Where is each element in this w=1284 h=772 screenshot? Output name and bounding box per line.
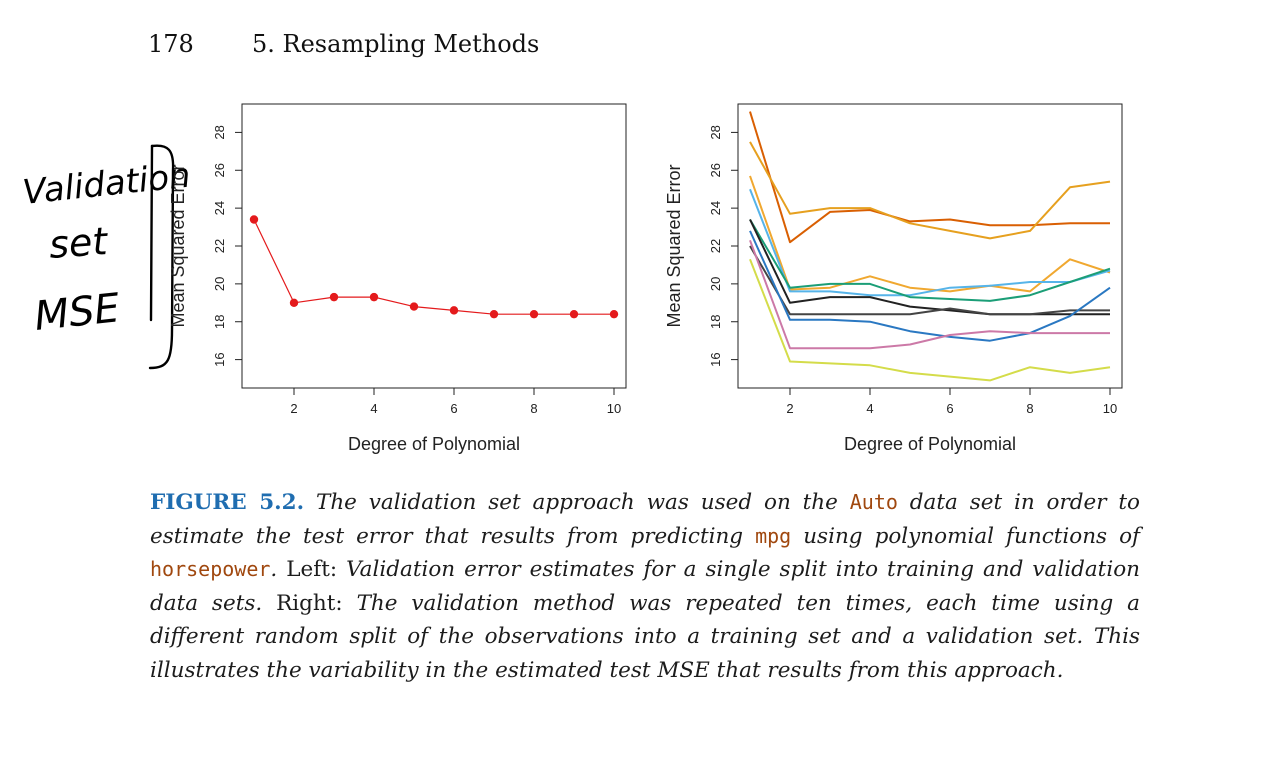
series-line-4 <box>749 188 1111 297</box>
caption-text-6: The validation method was repeated ten t… <box>150 590 1140 683</box>
series-line-1 <box>253 219 614 315</box>
series-line-2 <box>749 141 1111 240</box>
series-line-6 <box>749 219 1110 316</box>
y-tick-label: 18 <box>708 314 723 328</box>
y-tick-label: 20 <box>212 277 227 291</box>
x-axis-label: Degree of Polynomial <box>844 434 1016 454</box>
data-point <box>529 309 539 319</box>
y-tick-label: 20 <box>708 277 723 291</box>
data-point <box>489 309 499 319</box>
y-tick-label: 16 <box>212 352 227 366</box>
data-point <box>249 215 259 224</box>
caption-text-4: . <box>270 557 278 582</box>
x-axis-label: Degree of Polynomial <box>348 434 520 454</box>
caption-right-label: Right: <box>276 590 343 616</box>
handwritten-annotation: Validation set MSE <box>21 144 192 370</box>
series-line-7 <box>749 245 1110 316</box>
x-tick-label: 6 <box>946 401 953 416</box>
y-axis-label: Mean Squared Error <box>168 164 188 327</box>
data-point <box>569 309 579 319</box>
y-tick-label: 22 <box>212 239 227 253</box>
data-point <box>289 298 299 307</box>
caption-text-2: data set in order to estimate the test e… <box>150 490 1140 549</box>
data-point <box>369 292 379 302</box>
caption-code-mpg: mpg <box>755 523 792 548</box>
x-tick-label: 2 <box>290 401 297 416</box>
series-line-8 <box>749 230 1111 342</box>
x-tick-label: 8 <box>530 401 537 416</box>
caption-text-5: Validation error estimates for a single … <box>150 557 1140 616</box>
y-tick-label: 24 <box>708 201 723 215</box>
caption-text-1: The validation set approach was used on … <box>315 490 838 515</box>
series-line-9 <box>749 239 1110 350</box>
x-tick-label: 10 <box>1103 401 1117 416</box>
caption-left-label: Left: <box>286 557 338 582</box>
annotation-line-3: MSE <box>32 285 122 340</box>
series-line-5 <box>749 218 1111 302</box>
series-line-1 <box>749 111 1110 244</box>
x-tick-label: 4 <box>866 401 873 416</box>
data-point <box>609 309 619 319</box>
series-line-10 <box>749 258 1111 382</box>
y-tick-label: 18 <box>212 314 227 328</box>
y-tick-label: 28 <box>708 125 723 139</box>
figure-label: FIGURE 5.2. <box>150 490 305 515</box>
y-axis-label: Mean Squared Error <box>664 164 684 327</box>
annotation-bracket <box>148 144 175 370</box>
section-title: 5. Resampling Methods <box>252 30 540 58</box>
data-point <box>329 292 339 302</box>
figure-caption: FIGURE 5.2. The validation set approach … <box>150 486 1140 687</box>
x-tick-label: 10 <box>607 401 621 416</box>
y-tick-label: 16 <box>708 352 723 366</box>
plot-frame <box>241 103 627 389</box>
y-tick-label: 24 <box>212 201 227 215</box>
caption-code-auto: Auto <box>849 490 898 514</box>
data-point <box>449 306 459 315</box>
x-tick-label: 6 <box>450 401 457 416</box>
x-tick-label: 2 <box>786 401 793 416</box>
data-point <box>409 302 419 311</box>
series-line-3 <box>749 175 1111 293</box>
caption-code-horsepower: horsepower <box>150 557 271 581</box>
caption-text-3: using polynomial functions of <box>803 523 1140 549</box>
x-tick-label: 4 <box>370 401 377 416</box>
y-tick-label: 28 <box>212 125 227 139</box>
plot-frame <box>737 103 1123 389</box>
y-tick-label: 22 <box>708 239 723 253</box>
y-tick-label: 26 <box>212 163 227 177</box>
page-number: 178 <box>148 30 194 58</box>
y-tick-label: 26 <box>708 163 723 177</box>
page-header: 178 5. Resampling Methods <box>148 30 539 58</box>
annotation-line-2: set <box>48 219 111 267</box>
x-tick-label: 8 <box>1026 401 1033 416</box>
